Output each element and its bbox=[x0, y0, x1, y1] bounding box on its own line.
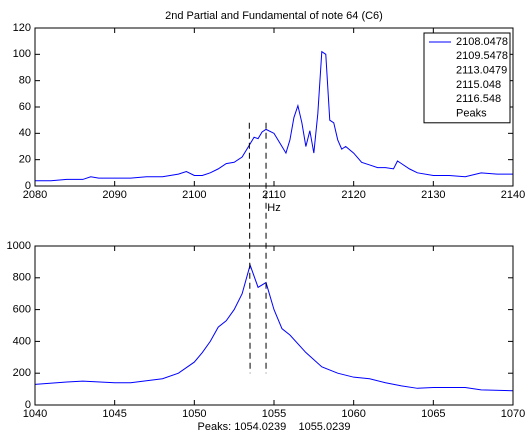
y-tick-label: 600 bbox=[13, 304, 31, 316]
x-tick-label: 2140 bbox=[501, 189, 525, 201]
x-tick-label: 1055 bbox=[262, 408, 286, 420]
y-tick-label: 120 bbox=[13, 22, 31, 34]
legend-entry: Peaks bbox=[456, 107, 487, 119]
x-tick-label: 1040 bbox=[23, 408, 47, 420]
x-tick-label: 1070 bbox=[501, 408, 525, 420]
line-series bbox=[35, 50, 513, 182]
x-tick-label: 2110 bbox=[262, 189, 286, 201]
y-tick-label: 0 bbox=[25, 399, 31, 411]
y-tick-label: 100 bbox=[13, 48, 31, 60]
y-tick-label: 800 bbox=[13, 272, 31, 284]
x-tick-label: 2090 bbox=[102, 189, 126, 201]
x-tick-label: 2100 bbox=[182, 189, 206, 201]
legend-entry: 2115.048 bbox=[456, 79, 501, 91]
y-tick-label: 0 bbox=[25, 180, 31, 192]
x-tick-label: 2080 bbox=[23, 189, 47, 201]
legend-entry: 2116.548 bbox=[456, 93, 501, 105]
peak-line bbox=[248, 122, 251, 374]
chart-title: 2nd Partial and Fundamental of note 64 (… bbox=[165, 10, 383, 22]
legend-entry: 2108.0478 bbox=[456, 36, 508, 48]
y-tick-label: 40 bbox=[19, 127, 31, 139]
x-tick-label: 1060 bbox=[341, 408, 365, 420]
axes-box bbox=[34, 27, 514, 187]
x-tick-label: 1045 bbox=[102, 408, 126, 420]
x-tick-label: 1065 bbox=[421, 408, 445, 420]
x-axis-label: Peaks: 1054.0239 1055.0239 bbox=[198, 421, 351, 432]
x-axis-label: Hz bbox=[267, 202, 280, 214]
legend-entry: 2109.5478 bbox=[456, 50, 508, 62]
y-tick-label: 1000 bbox=[7, 240, 31, 252]
legend-box bbox=[423, 32, 511, 124]
y-tick-label: 200 bbox=[13, 367, 31, 379]
y-tick-label: 20 bbox=[19, 154, 31, 166]
y-tick-label: 80 bbox=[19, 75, 31, 87]
y-tick-label: 400 bbox=[13, 335, 31, 347]
legend-entry: 2113.0479 bbox=[456, 65, 507, 77]
y-tick-label: 60 bbox=[19, 101, 31, 113]
x-tick-label: 2120 bbox=[341, 189, 365, 201]
line-series bbox=[34, 263, 514, 392]
x-tick-label: 1050 bbox=[182, 408, 206, 420]
axes-box bbox=[34, 245, 514, 406]
x-tick-label: 2130 bbox=[421, 189, 445, 201]
